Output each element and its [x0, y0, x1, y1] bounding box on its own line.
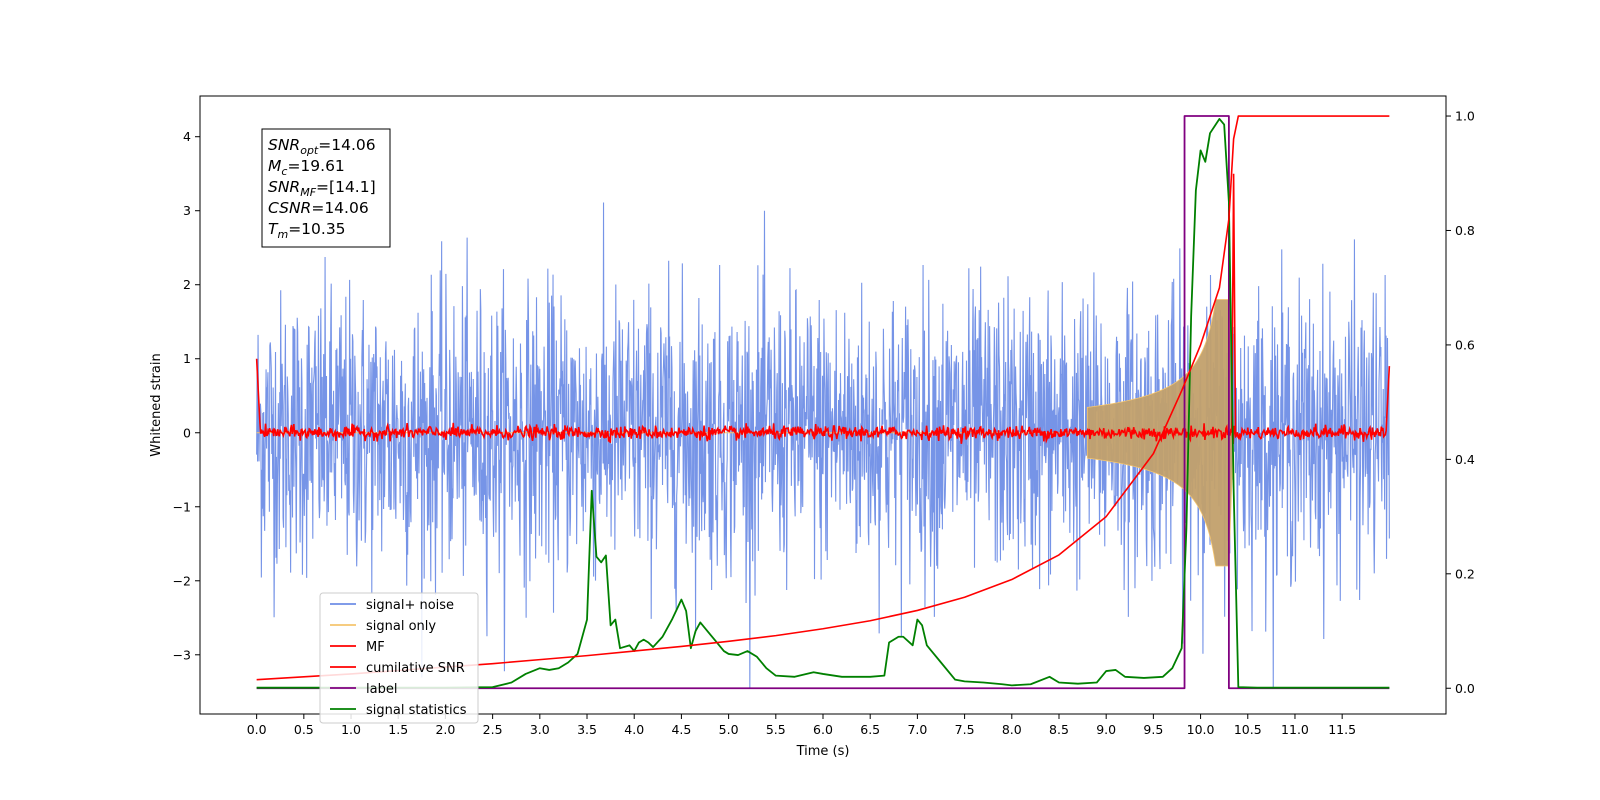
- y-tick-label-right: 0.2: [1455, 566, 1475, 581]
- x-tick-label: 8.0: [1002, 722, 1022, 737]
- x-tick-label: 0.0: [247, 722, 267, 737]
- x-tick-label: 8.5: [1049, 722, 1069, 737]
- x-tick-label: 6.0: [813, 722, 833, 737]
- x-axis-label: Time (s): [796, 744, 850, 759]
- y-axis-left: −3 −2 −1 0 1 2 3 4: [173, 129, 200, 662]
- x-tick-label: 6.5: [860, 722, 880, 737]
- x-tick-label: 2.5: [483, 722, 503, 737]
- annotation-line: SNRMF=[14.1]: [268, 178, 376, 199]
- legend-label: signal statistics: [366, 703, 467, 718]
- cumilative-snr-line: [256, 115, 1390, 681]
- y-tick-label-right: 0.8: [1455, 223, 1475, 238]
- x-tick-label: 7.5: [955, 722, 975, 737]
- y-tick-label-left: −3: [173, 647, 191, 662]
- stats-annotation-box: SNRopt=14.06Mc=19.61SNRMF=[14.1]CSNR=14.…: [261, 128, 391, 248]
- y-tick-label-left: −2: [173, 573, 191, 588]
- x-tick-label: 7.0: [907, 722, 927, 737]
- legend-label: label: [366, 682, 397, 697]
- x-tick-label: 1.0: [341, 722, 361, 737]
- x-tick-label: 10.5: [1234, 722, 1262, 737]
- x-tick-label: 9.0: [1096, 722, 1116, 737]
- y-axis-label: Whitened strain: [149, 353, 164, 456]
- annotation-line: CSNR=14.06: [268, 199, 369, 217]
- x-tick-label: 3.0: [530, 722, 550, 737]
- x-tick-label: 2.0: [435, 722, 455, 737]
- y-tick-label-right: 0.4: [1455, 452, 1475, 467]
- x-tick-label: 5.5: [766, 722, 786, 737]
- x-tick-label: 3.5: [577, 722, 597, 737]
- legend: signal+ noise signal only MF cumilative SNR…: [319, 592, 479, 724]
- y-tick-label-right: 0.6: [1455, 337, 1475, 352]
- y-tick-label-left: 2: [183, 277, 191, 292]
- legend-frame: [319, 592, 479, 724]
- signal-statistics-line: [256, 117, 1390, 689]
- annotation-line: Tm=10.35: [268, 220, 346, 241]
- x-tick-label: 11.0: [1281, 722, 1309, 737]
- legend-label: MF: [366, 640, 385, 655]
- right-axis-series: [256, 115, 1390, 690]
- y-tick-label-left: 1: [183, 351, 191, 366]
- y-tick-label-left: −1: [173, 499, 191, 514]
- mf-line: [255, 173, 1391, 445]
- x-tick-label: 4.5: [671, 722, 691, 737]
- x-axis: 0.0 0.5 1.0 1.5 2.0 2.5 3.0 3.5 4.0 4.5 5.0 5.5 6.0 6…: [247, 714, 1356, 737]
- legend-label: cumilative SNR: [366, 661, 465, 676]
- y-tick-label-left: 3: [183, 203, 191, 218]
- annotation-line: Mc=19.61: [268, 157, 345, 178]
- legend-label: signal+ noise: [366, 598, 454, 613]
- legend-label: signal only: [366, 619, 436, 634]
- x-tick-label: 9.5: [1143, 722, 1163, 737]
- mf-series: [255, 173, 1391, 445]
- annotation-line: SNRopt=14.06: [268, 136, 376, 157]
- y-tick-label-right: 1.0: [1455, 109, 1475, 124]
- y-tick-label-left: 0: [183, 425, 191, 440]
- x-tick-label: 1.5: [388, 722, 408, 737]
- x-tick-label: 5.0: [719, 722, 739, 737]
- y-tick-label-right: 0.0: [1455, 681, 1475, 696]
- x-tick-label: 11.5: [1328, 722, 1356, 737]
- x-tick-label: 0.5: [294, 722, 314, 737]
- x-tick-label: 10.0: [1187, 722, 1215, 737]
- y-tick-label-left: 4: [183, 129, 191, 144]
- y-axis-right: 0.0 0.2 0.4 0.6 0.8 1.0: [1446, 109, 1475, 696]
- x-tick-label: 4.0: [624, 722, 644, 737]
- annotation-frame: [261, 128, 391, 248]
